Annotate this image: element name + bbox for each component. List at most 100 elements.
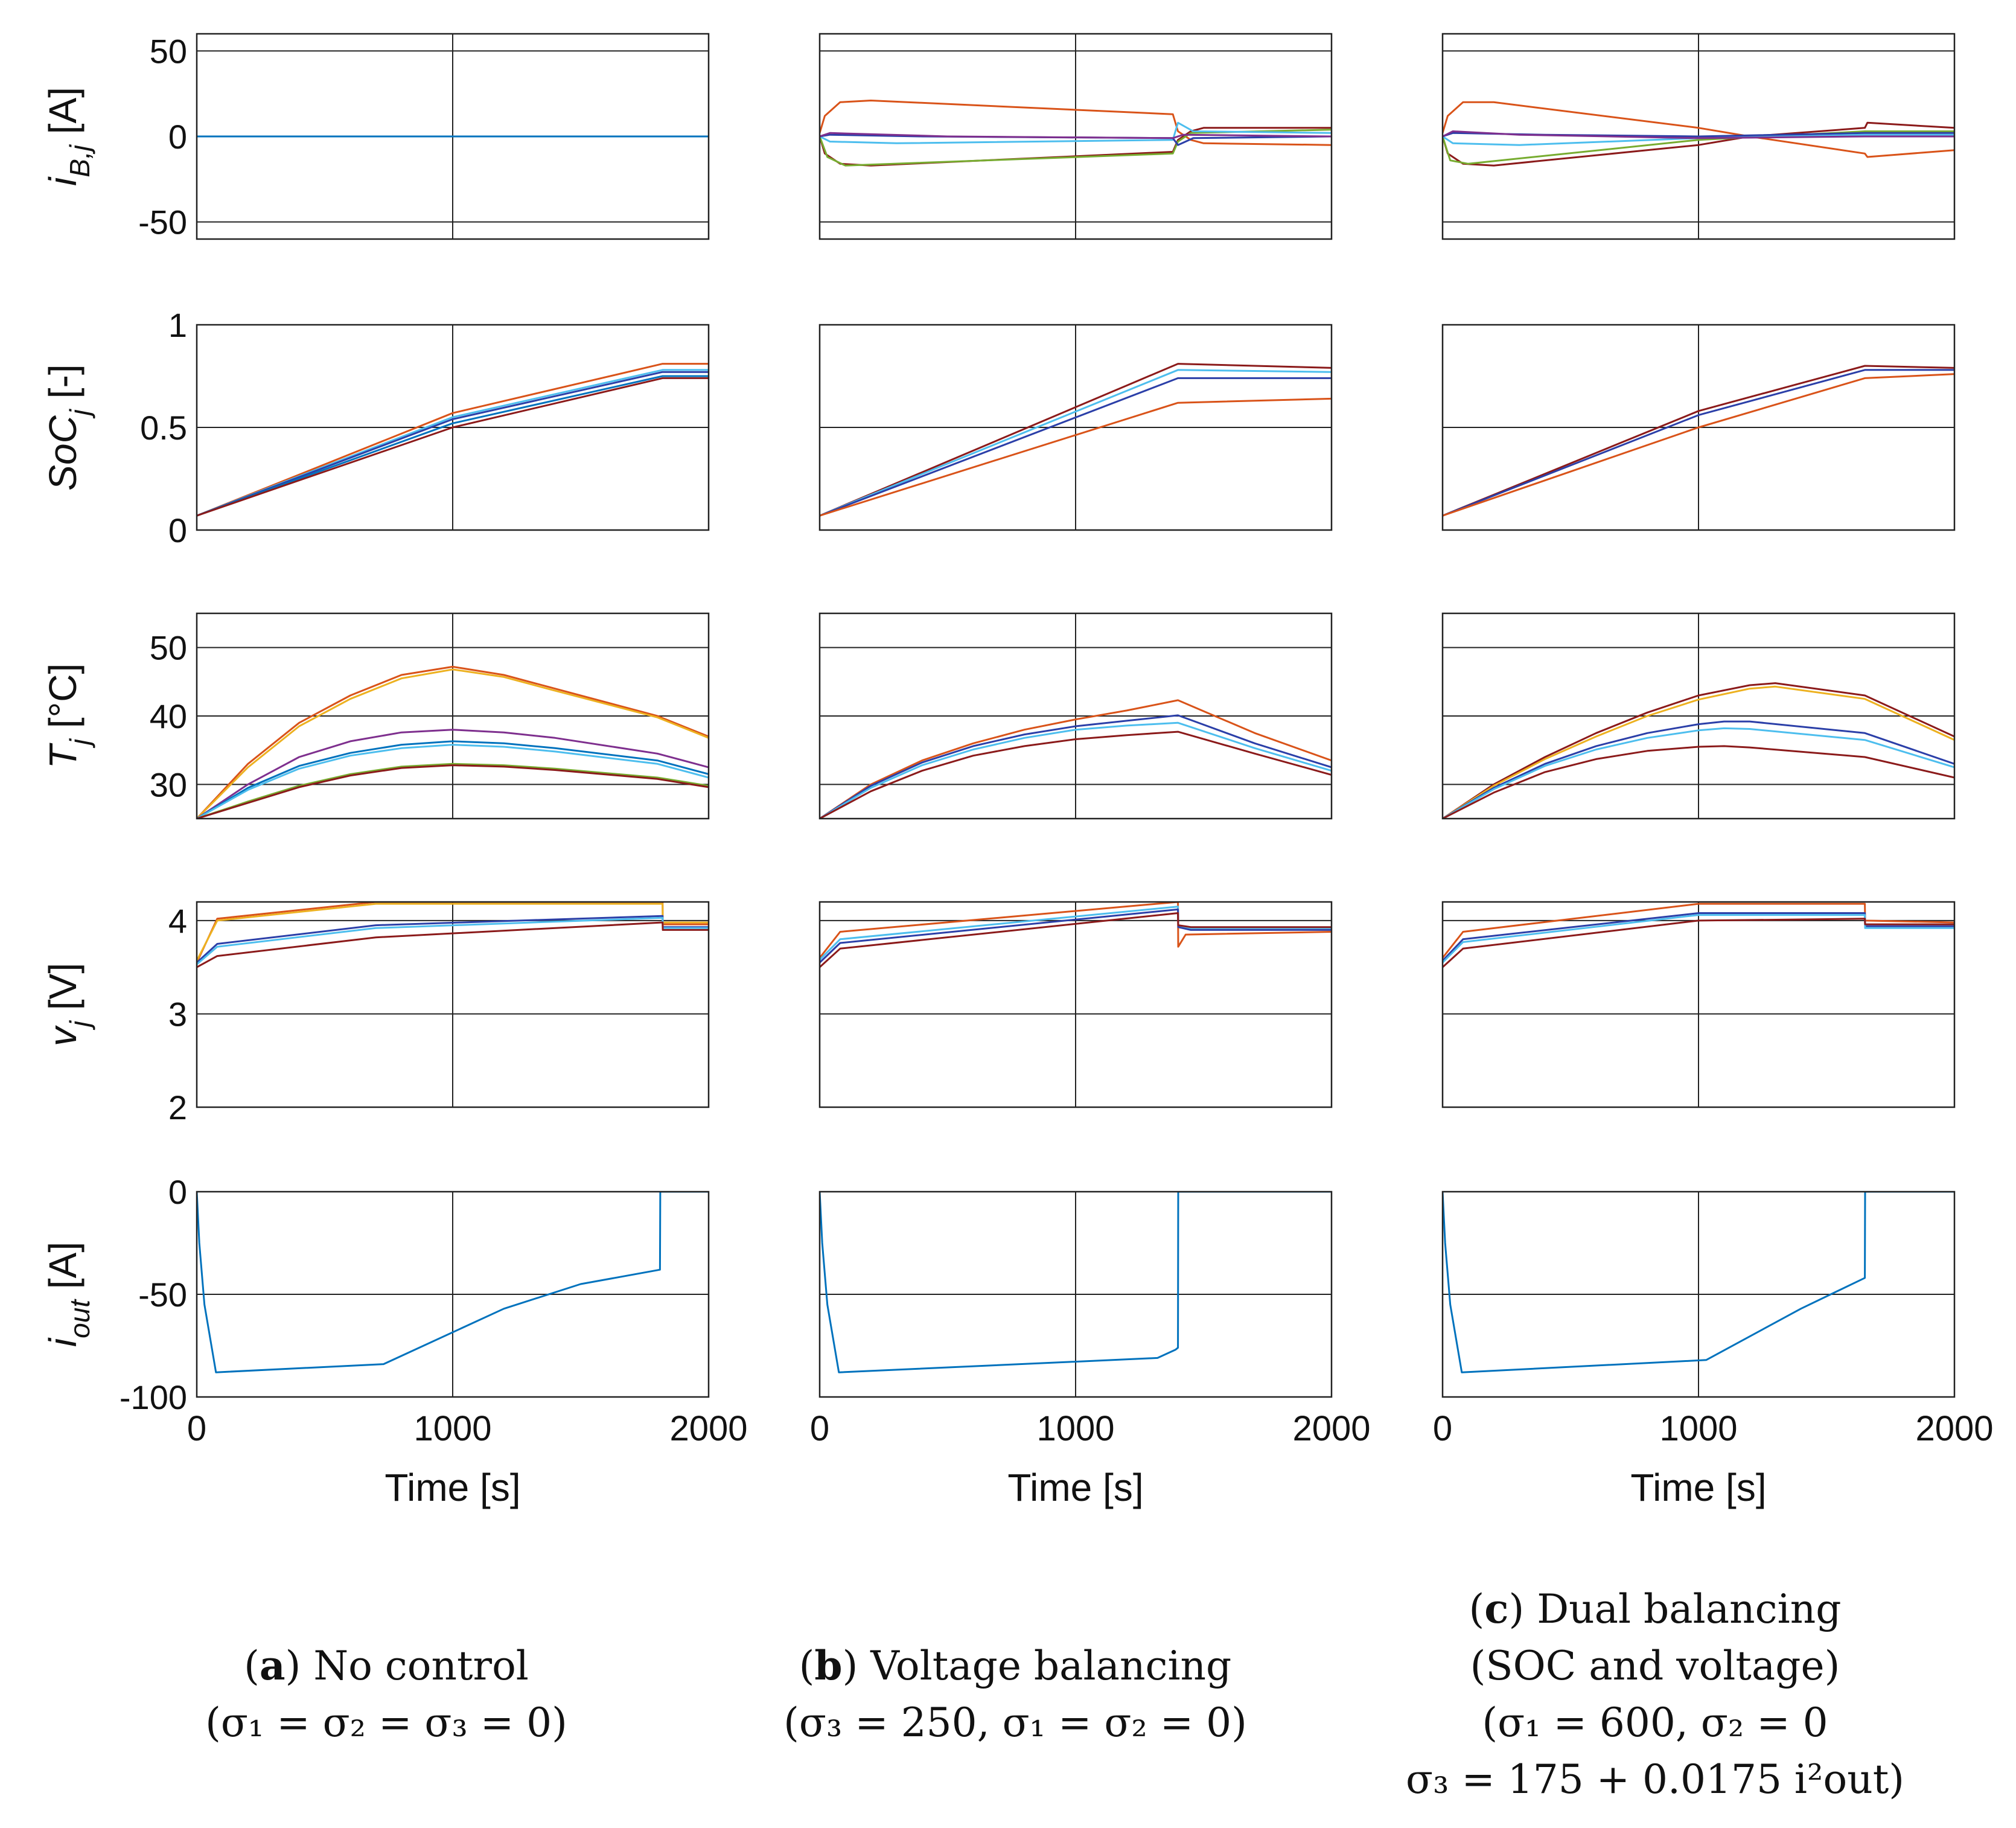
x-tick-label-c2-0: 0 bbox=[1433, 1409, 1452, 1448]
y-axis-label-unit-r4: [A] bbox=[41, 1242, 85, 1300]
axes-frame-r4c0 bbox=[196, 1190, 710, 1398]
axes-frame-r0c1 bbox=[818, 33, 1333, 240]
series-line-r1c0-2 bbox=[197, 371, 709, 517]
axes-frame-r0c0 bbox=[196, 33, 710, 240]
series-line-r2c0-4 bbox=[197, 744, 709, 819]
series-line-r2c0-3 bbox=[197, 740, 709, 819]
caption-b-title: ) Voltage balancing bbox=[842, 1643, 1232, 1689]
caption-a-line-1: (σ₁ = σ₂ = σ₃ = 0) bbox=[205, 1699, 567, 1746]
y-axis-label-r4: iout [A] bbox=[41, 1242, 95, 1347]
series-group-r2c1 bbox=[820, 699, 1332, 819]
series-group-r4c0 bbox=[197, 1192, 709, 1373]
series-line-r1c0-4 bbox=[197, 377, 709, 517]
y-axis-label-unit-r2: [°C] bbox=[41, 663, 85, 739]
series-line-r2c0-2 bbox=[197, 729, 709, 819]
panel-r0c1 bbox=[818, 33, 1333, 240]
panel-r2c1 bbox=[818, 612, 1333, 820]
panel-r0c0: 50 0 -50 iB,j [A] bbox=[41, 32, 710, 241]
series-line-r3c2-2 bbox=[1443, 914, 1954, 964]
caption-b: (b) Voltage balancing (σ₃ = 250, σ₁ = σ₂… bbox=[744, 1637, 1287, 1751]
panel-r1c1 bbox=[818, 324, 1333, 531]
x-axis-label-c2: Time [s] bbox=[1630, 1466, 1766, 1509]
y-tick-label-r1-0: 1 bbox=[168, 306, 187, 344]
series-line-r0c1-5 bbox=[820, 132, 1332, 139]
series-line-r1c1-0 bbox=[820, 363, 1332, 517]
series-line-r3c0-3 bbox=[197, 916, 709, 965]
series-line-r0c2-2 bbox=[1443, 130, 1954, 165]
x-tick-label-c1-0: 0 bbox=[810, 1409, 829, 1448]
panel-r2c2 bbox=[1441, 612, 1956, 820]
series-line-r0c1-2 bbox=[820, 129, 1332, 167]
series-line-r1c0-3 bbox=[197, 375, 709, 517]
caption-c-line-2: (σ₁ = 600, σ₂ = 0 bbox=[1482, 1699, 1828, 1746]
series-line-r2c2-3 bbox=[1443, 727, 1954, 819]
series-line-r1c0-1 bbox=[197, 369, 709, 517]
y-tick-label-r3-1: 3 bbox=[168, 995, 187, 1033]
axes-frame-r0c2 bbox=[1441, 33, 1956, 240]
series-line-r2c0-5 bbox=[197, 762, 709, 819]
y-tick-label-r4-0: 0 bbox=[168, 1173, 187, 1211]
series-line-r1c0-0 bbox=[197, 363, 709, 517]
series-line-r3c2-3 bbox=[1443, 918, 1954, 968]
caption-c: (c) Dual balancing (SOC and voltage) (σ₁… bbox=[1383, 1580, 1927, 1808]
y-tick-label-r3-2: 2 bbox=[168, 1088, 187, 1127]
y-axis-label-unit-r3: [V] bbox=[41, 963, 85, 1021]
y-axis-label-main-r1: SoC bbox=[41, 415, 85, 490]
caption-a: (a) No control (σ₁ = σ₂ = σ₃ = 0) bbox=[115, 1637, 658, 1751]
series-line-r4c1-0 bbox=[820, 1192, 1332, 1373]
y-axis-label-r1: SoCj [-] bbox=[41, 364, 95, 490]
panel-r4c2: 0 1000 2000 Time [s] bbox=[1433, 1190, 1994, 1509]
caption-c-letter: c bbox=[1484, 1585, 1509, 1632]
series-line-r2c1-1 bbox=[820, 714, 1332, 819]
series-line-r3c0-2 bbox=[197, 915, 709, 964]
caption-b-line-1: (σ₃ = 250, σ₁ = σ₂ = 0) bbox=[783, 1699, 1247, 1746]
series-line-r2c2-4 bbox=[1443, 745, 1954, 819]
x-tick-label-c0-1: 1000 bbox=[413, 1409, 491, 1448]
y-tick-label-r2-0: 50 bbox=[150, 629, 187, 667]
y-axis-label-unit-r0: [A] bbox=[41, 87, 85, 145]
y-tick-label-r4-2: -100 bbox=[120, 1378, 187, 1416]
axes-frame-r4c1 bbox=[818, 1190, 1333, 1398]
y-axis-label-r0: iB,j [A] bbox=[41, 87, 95, 186]
panel-r4c1: 0 1000 2000 Time [s] bbox=[810, 1190, 1371, 1509]
y-tick-label-r0-2: -50 bbox=[138, 203, 187, 241]
y-axis-label-main-r4: i bbox=[41, 1337, 85, 1347]
y-axis-label-r3: vj [V] bbox=[41, 963, 95, 1046]
series-line-r2c1-0 bbox=[820, 699, 1332, 819]
panel-r1c0: 1 0.5 0 SoCj [-] bbox=[41, 306, 710, 549]
x-axis-label-c0: Time [s] bbox=[384, 1466, 520, 1509]
series-line-r2c1-3 bbox=[820, 730, 1332, 819]
y-tick-label-r1-2: 0 bbox=[168, 511, 187, 549]
series-group-r4c2 bbox=[1443, 1192, 1954, 1373]
series-group-r0c2 bbox=[1443, 101, 1954, 167]
series-line-r2c2-1 bbox=[1443, 685, 1954, 819]
panel-r3c2 bbox=[1441, 901, 1956, 1108]
series-line-r0c2-0 bbox=[1443, 101, 1954, 158]
series-group-r0c1 bbox=[820, 100, 1332, 167]
series-group-r3c0 bbox=[197, 902, 709, 968]
axes-frame-r2c1 bbox=[818, 612, 1333, 820]
series-line-r2c0-1 bbox=[197, 668, 709, 819]
series-line-r3c0-1 bbox=[197, 903, 709, 962]
y-tick-label-r2-1: 40 bbox=[150, 697, 187, 735]
y-axis-label-sub-r0: B,j bbox=[64, 144, 95, 177]
series-group-r1c0 bbox=[197, 363, 709, 517]
y-axis-label-main-r2: T bbox=[41, 743, 85, 769]
y-axis-label-main-r3: v bbox=[41, 1024, 85, 1046]
y-tick-label-r0-1: 0 bbox=[168, 118, 187, 156]
series-group-r3c2 bbox=[1443, 903, 1954, 968]
axes-frame-r2c2 bbox=[1441, 612, 1956, 820]
panel-r4c0: 0 -50 -100 iout [A] 0 1000 2000 Time [s] bbox=[41, 1173, 748, 1509]
x-axis-label-c1: Time [s] bbox=[1007, 1466, 1143, 1509]
x-tick-label-c0-0: 0 bbox=[187, 1409, 206, 1448]
series-line-r2c0-6 bbox=[197, 764, 709, 819]
series-line-r1c1-3 bbox=[820, 397, 1332, 517]
caption-c-title: ) Dual balancing bbox=[1508, 1586, 1842, 1632]
series-line-r0c2-4 bbox=[1443, 132, 1954, 138]
series-line-r1c1-1 bbox=[820, 369, 1332, 517]
series-line-r2c0-0 bbox=[197, 665, 709, 819]
axes-frame-r4c2 bbox=[1441, 1190, 1956, 1398]
series-line-r0c1-3 bbox=[820, 121, 1332, 144]
caption-a-title: ) No control bbox=[285, 1643, 529, 1689]
